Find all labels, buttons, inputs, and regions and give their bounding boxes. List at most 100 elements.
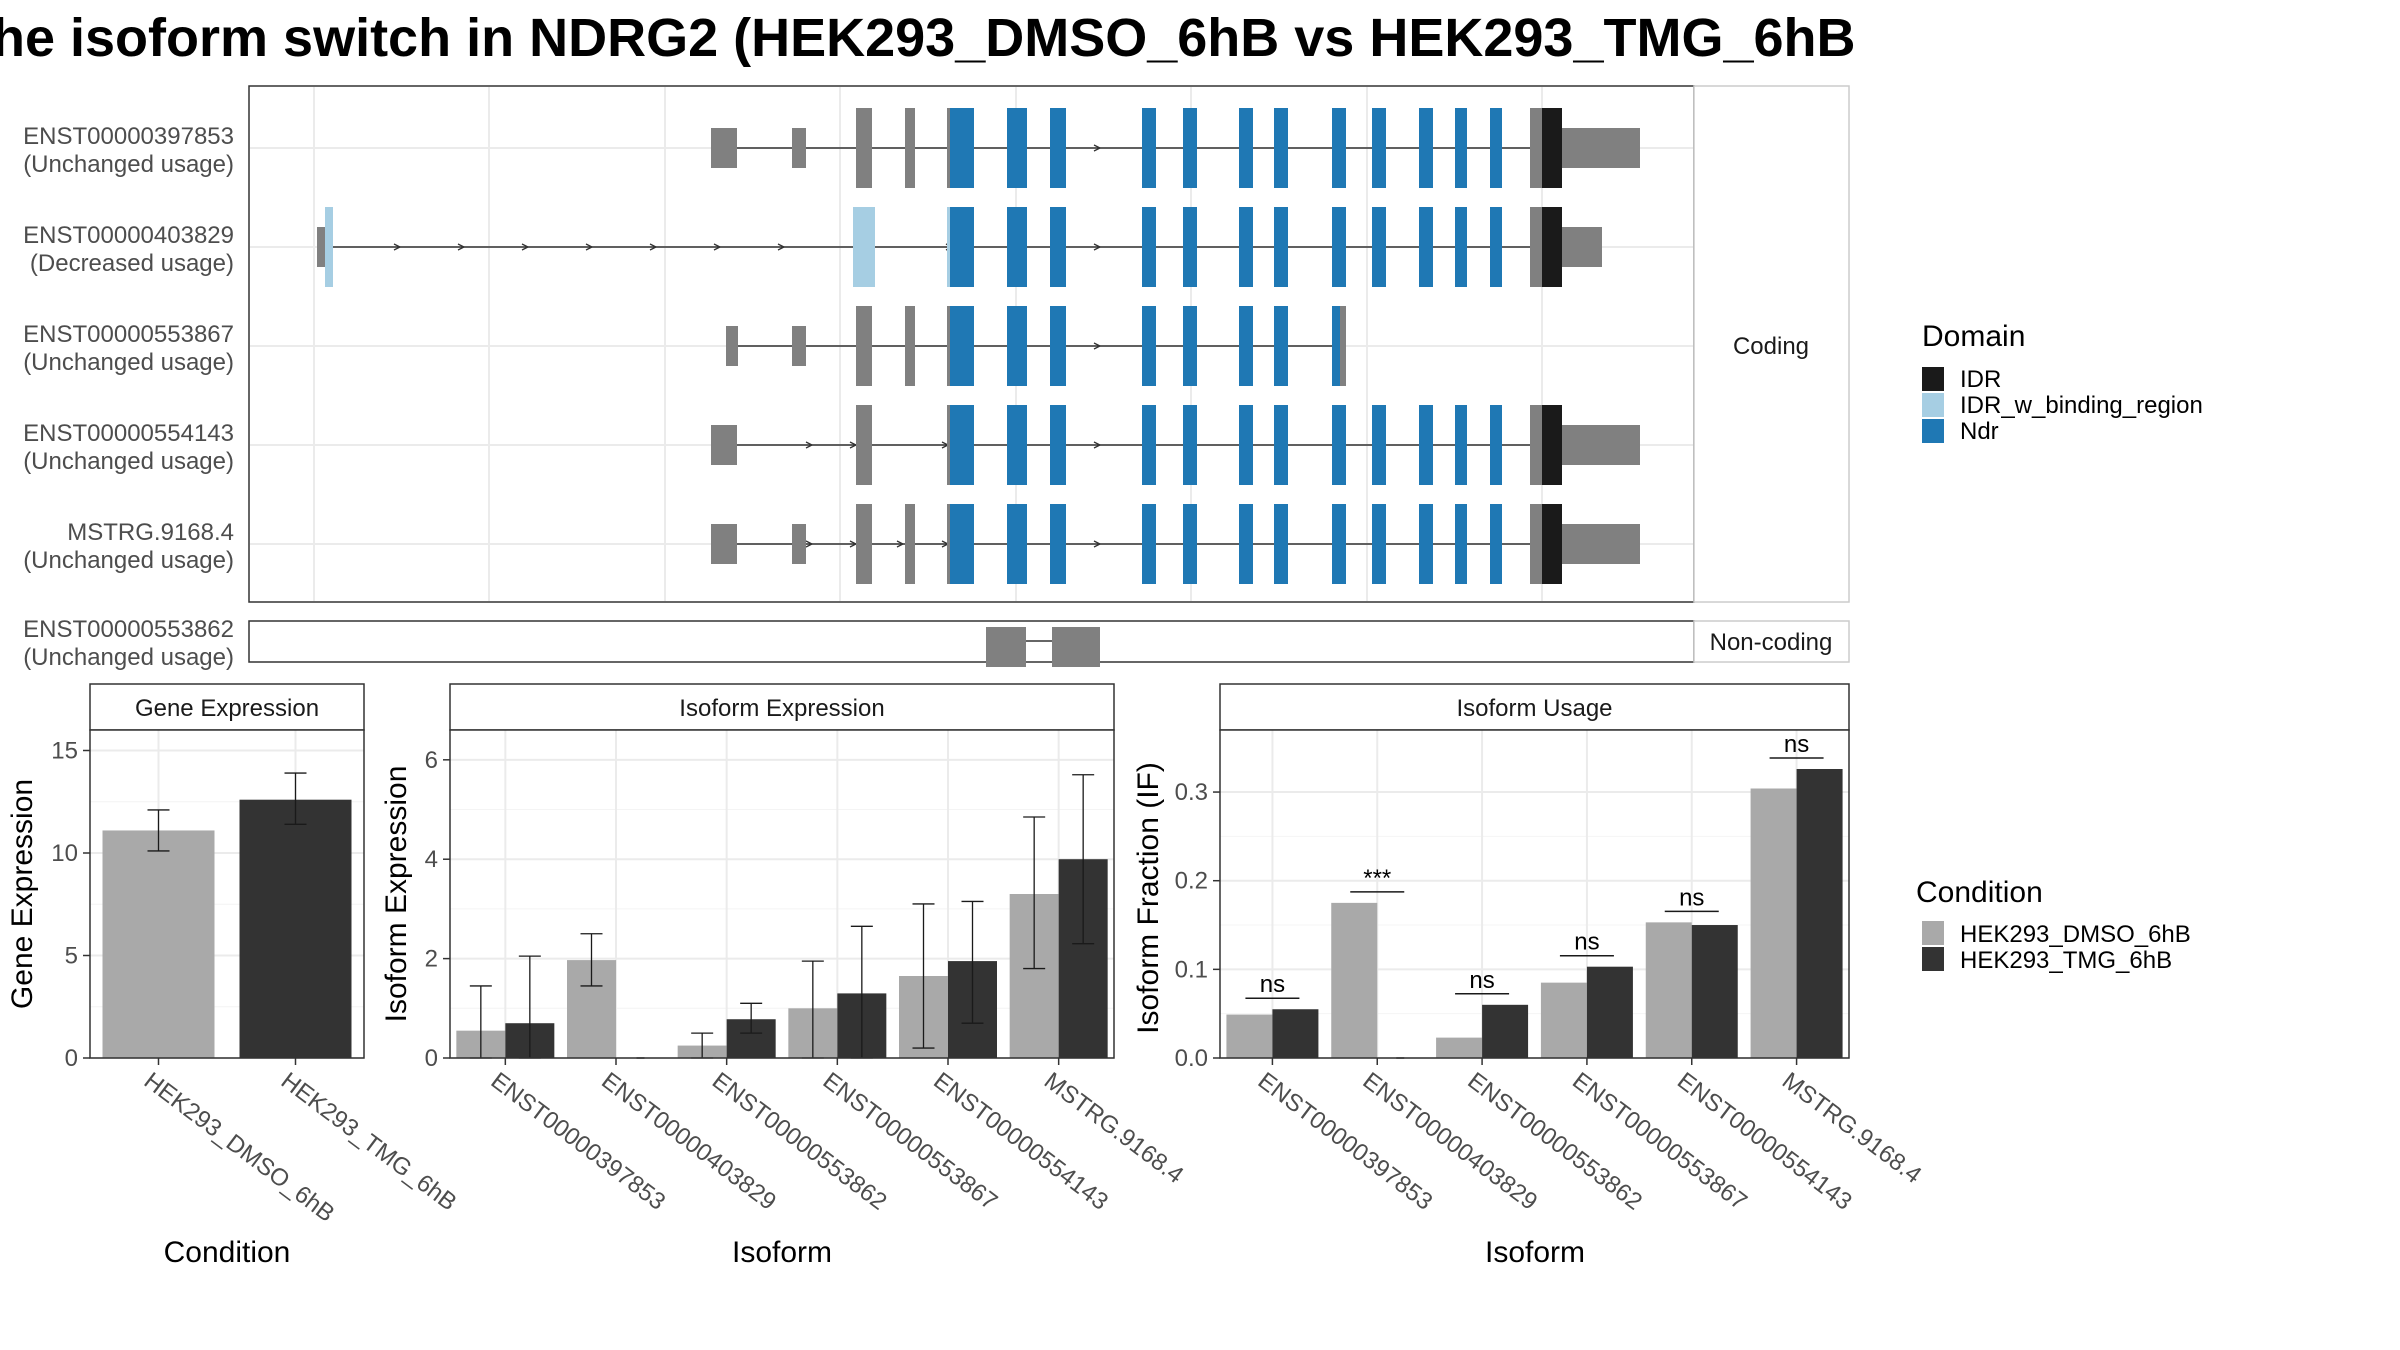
facet-strip-noncoding bbox=[1693, 620, 1850, 663]
exon-block bbox=[792, 524, 806, 564]
strand-arrow bbox=[713, 243, 722, 251]
x-tick-label: ENST00000554143 bbox=[1672, 1067, 1857, 1215]
significance-label: ns bbox=[1784, 731, 1809, 758]
legend-swatch-idr bbox=[1922, 367, 1944, 391]
y-tick-label: 2 bbox=[425, 946, 438, 973]
strand-arrow bbox=[896, 540, 905, 548]
exon-block bbox=[1274, 207, 1288, 287]
exon-block bbox=[1007, 108, 1027, 188]
significance-label: ns bbox=[1260, 971, 1285, 998]
exon-block bbox=[1562, 128, 1640, 168]
strand-arrow bbox=[1093, 540, 1102, 548]
exon-block bbox=[950, 405, 974, 485]
exon-block bbox=[1455, 108, 1467, 188]
strand-arrow bbox=[649, 243, 658, 251]
legend-swatch-dmso bbox=[1922, 921, 1944, 945]
exon-block bbox=[1530, 108, 1542, 188]
exon-block bbox=[1142, 504, 1156, 584]
exon-block bbox=[1419, 504, 1433, 584]
facet-strip-coding bbox=[1693, 85, 1850, 603]
transcript-status-label: (Unchanged usage) bbox=[23, 644, 234, 671]
strand-arrow bbox=[805, 540, 814, 548]
exon-block bbox=[1183, 306, 1197, 386]
y-tick-label: 5 bbox=[65, 943, 78, 970]
bar bbox=[1750, 788, 1797, 1058]
legend-swatch-ndr bbox=[1922, 419, 1944, 443]
exon-block bbox=[325, 207, 333, 287]
exon-block bbox=[317, 227, 325, 267]
y-tick-label: 0.3 bbox=[1175, 779, 1208, 806]
y-axis-label: Isoform Fraction (IF) bbox=[1132, 762, 1165, 1034]
strand-arrow bbox=[1093, 342, 1102, 350]
legend-label-idr-w-binding-region: IDR_w_binding_region bbox=[1960, 392, 2203, 419]
exon-block bbox=[711, 524, 737, 564]
bar bbox=[1436, 1037, 1483, 1058]
exon-block bbox=[905, 108, 915, 188]
exon-block bbox=[950, 504, 974, 584]
exon-block bbox=[1050, 207, 1066, 287]
strand-arrow bbox=[1093, 441, 1102, 449]
strand-arrow bbox=[457, 243, 466, 251]
bar bbox=[1586, 966, 1633, 1058]
transcript-id-label: ENST00000397853 bbox=[23, 123, 234, 150]
bar bbox=[1272, 1009, 1319, 1058]
exon-block bbox=[950, 306, 974, 386]
exon-block bbox=[1530, 504, 1542, 584]
exon-block bbox=[711, 128, 737, 168]
facet-label-coding: Coding bbox=[1733, 333, 1809, 360]
transcript-id-label: MSTRG.9168.4 bbox=[67, 519, 234, 546]
exon-block bbox=[947, 405, 951, 485]
plot-background bbox=[450, 730, 1114, 1058]
plot-frame bbox=[89, 729, 365, 1059]
exon-block bbox=[1007, 504, 1027, 584]
exon-block bbox=[1183, 405, 1197, 485]
exon-block bbox=[1239, 207, 1253, 287]
x-tick-label: ENST00000397853 bbox=[1253, 1067, 1438, 1215]
exon-block bbox=[950, 207, 974, 287]
isoform-usage-chart: Isoform Usage ns ENST00000397853 *** ENST000… bbox=[1132, 683, 1926, 1269]
x-tick-label: ENST00000553867 bbox=[1567, 1067, 1752, 1215]
exon-block bbox=[947, 306, 951, 386]
transcript-status-label: (Unchanged usage) bbox=[23, 448, 234, 475]
bar bbox=[1691, 925, 1738, 1058]
exon-block bbox=[1007, 405, 1027, 485]
strand-arrow bbox=[585, 243, 594, 251]
facet-label-noncoding: Non-coding bbox=[1710, 629, 1833, 656]
strand-arrow bbox=[1093, 243, 1102, 251]
exon-block bbox=[1490, 405, 1502, 485]
exon-block bbox=[1274, 108, 1288, 188]
exon-block bbox=[1274, 504, 1288, 584]
transcript-tracks bbox=[317, 108, 1640, 667]
y-tick-label: 10 bbox=[51, 840, 78, 867]
exon-block bbox=[1372, 108, 1386, 188]
exon-block bbox=[1542, 207, 1562, 287]
bar bbox=[1796, 769, 1843, 1058]
panel-strip-title: Isoform Expression bbox=[679, 695, 884, 722]
exon-block bbox=[1490, 207, 1502, 287]
y-tick-label: 0.2 bbox=[1175, 868, 1208, 895]
bar bbox=[1226, 1014, 1273, 1058]
transcript-id-label: ENST00000553862 bbox=[23, 616, 234, 643]
exon-block bbox=[1183, 504, 1197, 584]
x-axis-label: Isoform bbox=[732, 1236, 832, 1269]
transcript-status-label: (Unchanged usage) bbox=[23, 547, 234, 574]
significance-label: ns bbox=[1679, 884, 1704, 911]
exon-block bbox=[1372, 207, 1386, 287]
plot-frame bbox=[1219, 729, 1850, 1059]
exon-block bbox=[947, 108, 951, 188]
isoform-expression-chart: Isoform ExpressionENST00000397853ENST000… bbox=[380, 683, 1188, 1269]
exon-block bbox=[1183, 207, 1197, 287]
exon-block bbox=[905, 306, 915, 386]
exon-block bbox=[1332, 207, 1346, 287]
exon-block bbox=[856, 405, 872, 485]
exon-block bbox=[1530, 207, 1542, 287]
panel-strip bbox=[449, 683, 1115, 731]
y-tick-label: 15 bbox=[51, 738, 78, 765]
strand-arrow bbox=[1093, 144, 1102, 152]
exon-block bbox=[1332, 108, 1346, 188]
panel-strip-title: Gene Expression bbox=[135, 695, 319, 722]
exon-block bbox=[1007, 207, 1027, 287]
transcript-track-noncoding bbox=[986, 627, 1100, 667]
exon-block bbox=[1455, 504, 1467, 584]
exon-block bbox=[1530, 405, 1542, 485]
